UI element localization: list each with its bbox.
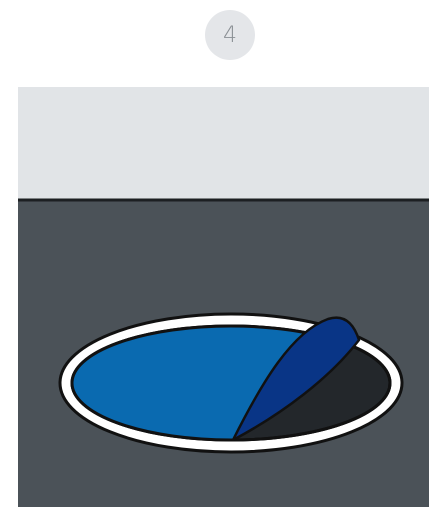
page: 4 (() => { const data = JSON.parse(docum… — [0, 0, 429, 507]
step-number: 4 — [223, 23, 237, 48]
step-card: 4 — [0, 0, 429, 507]
panel-top — [18, 87, 429, 199]
